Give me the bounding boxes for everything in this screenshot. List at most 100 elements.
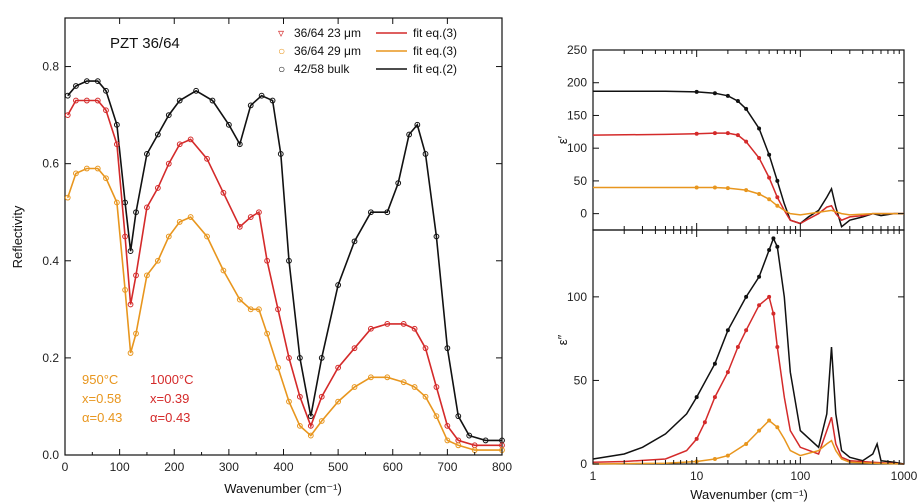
left-data-point xyxy=(256,306,262,313)
right-bottom-data-point xyxy=(767,418,772,423)
right-bottom-panel: 1 10 100 1000 0 50 100 ε″ Wavenumber (cm⁻¹) xyxy=(555,229,917,502)
left-data-point xyxy=(176,141,183,148)
right-bottom-data-point xyxy=(757,274,762,279)
left-data-point xyxy=(351,345,358,352)
right-top-data-point xyxy=(757,156,762,160)
left-data-point xyxy=(133,209,139,216)
left-data-point xyxy=(64,194,71,201)
left-data-point xyxy=(351,384,358,390)
left-x-tick-label: 100 xyxy=(110,460,130,474)
right-top-y-tick-label: 200 xyxy=(567,76,587,90)
right-top-y-tick-label: 100 xyxy=(567,141,587,155)
annotation-950c: 950°C xyxy=(82,372,118,387)
right-top-fit-line-2 xyxy=(593,186,904,216)
right-top-data-point xyxy=(725,93,730,98)
left-data-point xyxy=(247,306,254,313)
left-data-point xyxy=(204,233,210,240)
left-data-point xyxy=(318,393,325,400)
left-y-axis-label: Reflectivity xyxy=(10,205,25,268)
right-top-data-point xyxy=(744,188,749,193)
left-x-tick-label: 300 xyxy=(219,460,239,474)
left-data-point xyxy=(113,141,120,148)
right-bottom-data-point xyxy=(725,328,730,333)
left-data-point xyxy=(275,306,281,313)
left-data-point xyxy=(296,354,303,361)
right-bottom-data-point xyxy=(702,420,707,425)
left-data-point xyxy=(144,151,150,157)
right-bottom-data-point xyxy=(775,345,780,349)
left-data-point xyxy=(122,287,128,293)
right-top-data-point xyxy=(744,106,749,111)
left-data-point xyxy=(307,422,314,429)
legend: ▿ 36/64 23 μm fit eq.(3) ○ 36/64 29 μm f… xyxy=(278,26,457,76)
right-bottom-x-tick-label: 100 xyxy=(790,469,810,483)
right-top-fit-line-1 xyxy=(592,132,904,225)
left-data-point xyxy=(422,393,429,400)
right-bottom-data-point xyxy=(712,456,717,461)
right-bottom-fit-line-1 xyxy=(592,295,905,465)
right-top-data-point xyxy=(735,133,740,138)
right-top-data-point xyxy=(694,89,699,94)
right-bottom-data-point xyxy=(725,370,730,375)
right-x-axis-label: Wavenumber (cm⁻¹) xyxy=(690,487,808,502)
left-data-point xyxy=(275,364,281,371)
left-data-point xyxy=(269,97,276,104)
right-bottom-x-tick-label: 10 xyxy=(690,469,704,483)
right-top-y-tick-label: 250 xyxy=(567,43,587,57)
left-data-point xyxy=(433,233,440,240)
legend-label-3: 42/58 bulk xyxy=(294,62,350,76)
right-top-data-point xyxy=(757,126,762,131)
annotation-x-058: x=0.58 xyxy=(82,391,121,406)
left-data-point xyxy=(165,233,172,240)
left-data-point xyxy=(351,238,358,245)
right-top-plot-frame xyxy=(592,49,905,231)
left-data-point xyxy=(296,422,303,429)
left-data-point xyxy=(94,78,101,85)
left-y-tick-label: 0.4 xyxy=(42,254,59,268)
right-top-data-point xyxy=(712,91,717,96)
left-data-point xyxy=(258,92,265,99)
left-data-point xyxy=(384,321,391,327)
panel-title: PZT 36/64 xyxy=(110,35,180,52)
left-data-point xyxy=(411,384,418,390)
left-y-tick-label: 0.8 xyxy=(42,60,59,74)
left-x-tick-label: 0 xyxy=(62,460,69,474)
right-bottom-data-point xyxy=(771,236,776,241)
left-data-point xyxy=(220,189,227,196)
left-fit-line-0 xyxy=(67,80,502,442)
left-x-axis-label: Wavenumber (cm⁻¹) xyxy=(224,481,342,496)
annotations: 950°C 1000°C x=0.58 x=0.39 α=0.43 α=0.43 xyxy=(82,372,194,425)
left-data-point xyxy=(113,199,120,206)
right-top-data-point xyxy=(735,99,740,104)
left-data-point xyxy=(133,272,139,279)
left-data-point xyxy=(455,442,462,449)
right-top-data-point xyxy=(725,131,730,136)
left-data-point xyxy=(127,350,134,356)
left-x-tick-label: 600 xyxy=(383,460,403,474)
legend-marker-3: ○ xyxy=(278,62,285,76)
left-data-point xyxy=(433,413,440,420)
right-top-data-point xyxy=(712,131,717,136)
right-bottom-data-point xyxy=(744,294,749,299)
right-top-y-tick-label: 50 xyxy=(574,174,588,188)
legend-label-1: 36/64 23 μm xyxy=(294,26,361,40)
right-bottom-data-point xyxy=(725,453,730,458)
right-bottom-data-point xyxy=(735,345,740,349)
left-data-point xyxy=(264,330,271,337)
left-data-point xyxy=(286,354,292,361)
right-bottom-data-point xyxy=(712,395,717,400)
left-data-point xyxy=(193,87,200,94)
right-top-y-tick-label: 0 xyxy=(580,207,587,221)
left-data-point xyxy=(406,131,413,138)
left-data-point xyxy=(176,219,183,225)
left-data-point xyxy=(264,257,271,264)
left-data-point xyxy=(236,141,243,148)
right-top-data-point xyxy=(775,178,780,183)
legend-fit-1: fit eq.(3) xyxy=(413,26,457,40)
left-data-point xyxy=(83,78,90,85)
right-bottom-y-tick-label: 0 xyxy=(580,457,587,471)
right-bottom-data-point xyxy=(767,248,772,253)
right-top-panel: 0 50 100 150 200 250 ε′ xyxy=(555,43,905,231)
left-data-point xyxy=(225,121,232,128)
